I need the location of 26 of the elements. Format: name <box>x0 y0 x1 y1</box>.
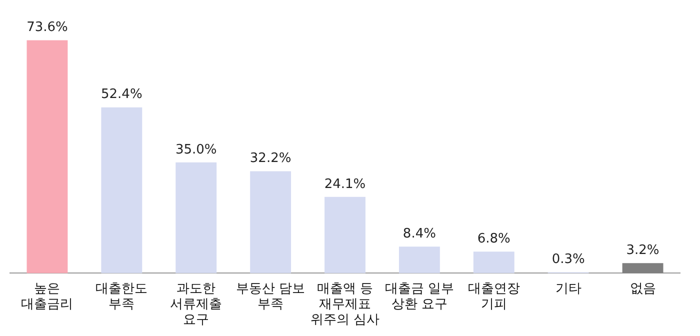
bar <box>622 263 664 274</box>
data-label: 0.3% <box>552 252 585 268</box>
data-label: 8.4% <box>402 226 436 242</box>
x-tick-label: 매출액 등 재무제표 위주의 심사 <box>310 281 380 328</box>
x-tick-label: 높은 대출금리 <box>21 281 74 312</box>
x-tick-label: 대출연장 기피 <box>468 281 520 312</box>
data-label: 24.1% <box>324 176 366 192</box>
data-label: 73.6% <box>26 20 68 36</box>
data-label: 52.4% <box>101 87 142 102</box>
x-tick-label: 없음 <box>630 281 656 296</box>
data-label: 6.8% <box>477 232 510 247</box>
bar <box>324 196 366 274</box>
x-tick-label: 대출금 일부 상환 요구 <box>384 281 454 312</box>
data-label: 35.0% <box>175 142 217 158</box>
bar <box>473 252 514 274</box>
bar <box>250 171 292 274</box>
bar <box>398 246 440 274</box>
x-tick-label: 부동산 담보 부족 <box>236 281 306 312</box>
data-label: 32.2% <box>250 151 292 166</box>
data-label: 3.2% <box>626 242 660 258</box>
bar <box>101 107 142 274</box>
bar <box>26 40 68 274</box>
x-tick-label: 과도한 서류제출 요구 <box>170 281 222 328</box>
x-tick-label: 대출한도 부족 <box>96 281 148 312</box>
x-tick-label: 기타 <box>555 281 582 296</box>
bar <box>176 162 217 274</box>
